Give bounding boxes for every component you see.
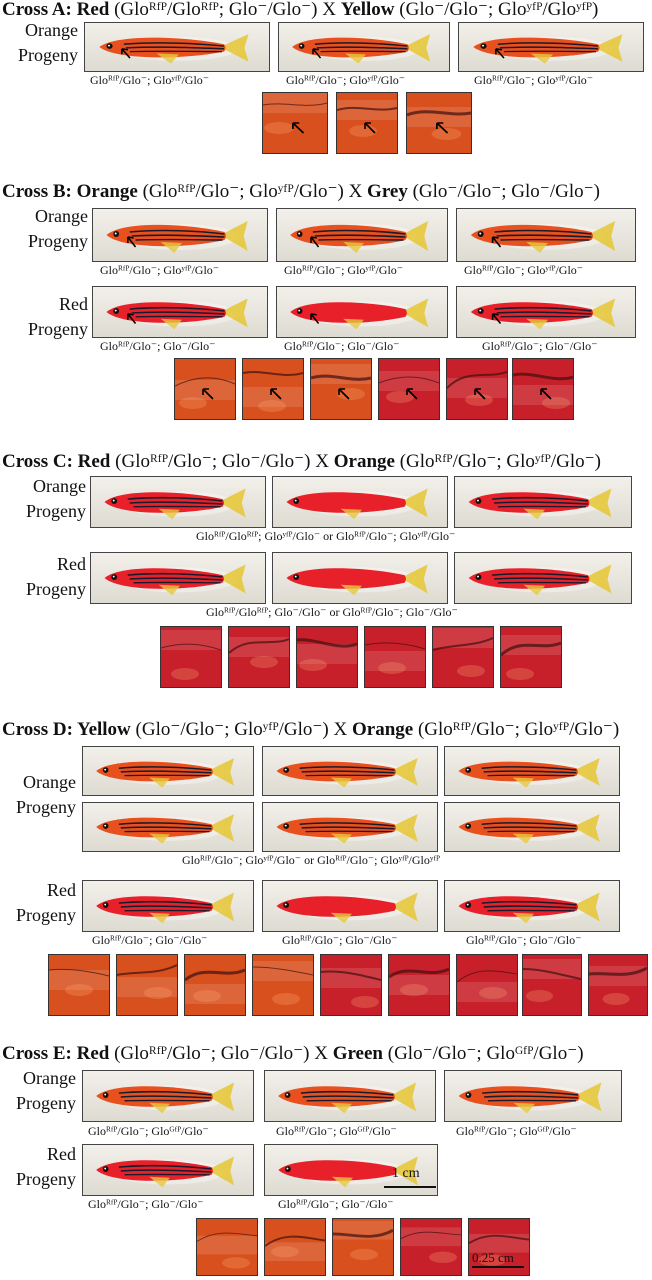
cross-c-red-label: Red Progeny <box>26 554 86 599</box>
cross-b-orange-fish-2 <box>276 208 448 262</box>
cross-d-title: Cross D: Yellow (Glo⁻/Glo⁻; Gloʸᶠᴾ/Glo⁻)… <box>2 719 620 740</box>
cross-d-orange-fish-3 <box>444 746 620 796</box>
scale-label-1cm: 1 cm <box>392 1166 420 1181</box>
cross-e-orange-fish-2 <box>264 1070 436 1122</box>
cross-c-title: Cross C: Red (Gloᴿᶠᴾ/Glo⁻; Glo⁻/Glo⁻) X … <box>2 451 601 472</box>
cross-c-red-fish-3 <box>454 552 632 604</box>
cross-b-orange-geno-2: Gloᴿᶠᴾ/Glo⁻; Gloʸᶠᴾ/Glo⁻ <box>284 263 404 277</box>
cross-a-geno-2: Gloᴿᶠᴾ/Glo⁻; Gloʸᶠᴾ/Glo⁻ <box>286 73 406 87</box>
cross-e-orange-label: Orange Progeny <box>16 1068 76 1113</box>
cross-e-red-geno-1: Gloᴿᶠᴾ/Glo⁻; Glo⁻/Glo⁻ <box>88 1197 204 1211</box>
cross-d-orange-label: Orange Progeny <box>16 772 76 817</box>
cross-d-detail-5 <box>320 954 382 1016</box>
cross-e-orange-fish-1 <box>82 1070 254 1122</box>
cross-a-fish-1 <box>84 22 270 72</box>
cross-a-fish-3 <box>458 22 644 72</box>
cross-e-orange-geno-3: Gloᴿᶠᴾ/Glo⁻; Gloᴳᶠᴾ/Glo⁻ <box>456 1124 577 1138</box>
cross-d-detail-9 <box>588 954 648 1016</box>
cross-a-geno-3: Gloᴿᶠᴾ/Glo⁻; Gloʸᶠᴾ/Glo⁻ <box>474 73 594 87</box>
cross-c-detail-4 <box>364 626 426 688</box>
cross-d-red-label: Red Progeny <box>16 880 76 925</box>
cross-b-detail-3 <box>310 358 372 420</box>
cross-d-detail-1 <box>48 954 110 1016</box>
cross-b-red-label: Red Progeny <box>28 294 88 339</box>
cross-c-orange-label: Orange Progeny <box>26 476 86 521</box>
cross-d-orange-fish-4 <box>82 802 254 852</box>
cross-b-detail-1 <box>174 358 236 420</box>
cross-c-red-geno: Gloᴿᶠᴾ/Gloᴿᶠᴾ; Glo⁻/Glo⁻ or Gloᴿᶠᴾ/Glo⁻;… <box>206 605 458 619</box>
cross-b-detail-6 <box>512 358 574 420</box>
cross-b-red-geno-3: Gloᴿᶠᴾ/Glo⁻; Glo⁻/Glo⁻ <box>482 339 598 353</box>
cross-b-red-geno-2: Gloᴿᶠᴾ/Glo⁻; Glo⁻/Glo⁻ <box>284 339 400 353</box>
cross-d-detail-6 <box>388 954 450 1016</box>
scale-bar-025cm <box>472 1266 524 1268</box>
cross-d-orange-fish-6 <box>444 802 620 852</box>
cross-b-detail-5 <box>446 358 508 420</box>
cross-e-title: Cross E: Red (Gloᴿᶠᴾ/Glo⁻; Glo⁻/Glo⁻) X … <box>2 1043 584 1064</box>
cross-a-orange-label: Orange Progeny <box>18 20 78 65</box>
cross-e-orange-fish-3 <box>444 1070 622 1122</box>
cross-a-fish-2 <box>278 22 450 72</box>
cross-d-orange-fish-1 <box>82 746 254 796</box>
cross-e-red-label: Red Progeny <box>16 1144 76 1189</box>
cross-c-orange-fish-2 <box>272 476 448 528</box>
cross-a-detail-3 <box>406 92 472 154</box>
cross-d-red-fish-2 <box>262 880 438 932</box>
cross-a-detail-1 <box>262 92 328 154</box>
cross-c-detail-2 <box>228 626 290 688</box>
cross-d-red-fish-3 <box>444 880 620 932</box>
cross-b-orange-fish-1 <box>92 208 268 262</box>
cross-c-detail-3 <box>296 626 358 688</box>
cross-a-geno-1: Gloᴿᶠᴾ/Glo⁻; Gloʸᶠᴾ/Glo⁻ <box>90 73 210 87</box>
cross-e-orange-geno-2: Gloᴿᶠᴾ/Glo⁻; Gloᴳᶠᴾ/Glo⁻ <box>276 1124 397 1138</box>
scale-label-025cm: 0.25 cm <box>472 1250 514 1265</box>
cross-d-detail-8 <box>522 954 582 1016</box>
cross-b-red-fish-3 <box>456 286 636 338</box>
scale-bar-1cm <box>384 1186 436 1188</box>
cross-a-title: Cross A: Red (Gloᴿᶠᴾ/Gloᴿᶠᴾ; Glo⁻/Glo⁻) … <box>2 0 599 20</box>
cross-d-orange-fish-2 <box>262 746 438 796</box>
cross-c-orange-fish-3 <box>454 476 632 528</box>
cross-d-detail-7 <box>456 954 518 1016</box>
cross-b-detail-2 <box>242 358 304 420</box>
cross-c-orange-fish-1 <box>90 476 266 528</box>
cross-b-red-fish-2 <box>276 286 448 338</box>
cross-c-detail-6 <box>500 626 562 688</box>
cross-e-red-geno-2: Gloᴿᶠᴾ/Glo⁻; Glo⁻/Glo⁻ <box>278 1197 394 1211</box>
cross-d-detail-2 <box>116 954 178 1016</box>
cross-c-detail-1 <box>160 626 222 688</box>
cross-b-orange-fish-3 <box>456 208 636 262</box>
cross-d-red-geno-3: Gloᴿᶠᴾ/Glo⁻; Glo⁻/Glo⁻ <box>466 933 582 947</box>
cross-b-orange-geno-3: Gloᴿᶠᴾ/Glo⁻; Gloʸᶠᴾ/Glo⁻ <box>464 263 584 277</box>
cross-d-red-geno-1: Gloᴿᶠᴾ/Glo⁻; Glo⁻/Glo⁻ <box>92 933 208 947</box>
cross-e-detail-5 <box>468 1218 530 1276</box>
cross-b-orange-label: Orange Progeny <box>28 206 88 251</box>
cross-b-red-fish-1 <box>92 286 268 338</box>
cross-b-red-geno-1: Gloᴿᶠᴾ/Glo⁻; Glo⁻/Glo⁻ <box>100 339 216 353</box>
cross-a-detail-2 <box>336 92 398 154</box>
cross-c-red-fish-1 <box>90 552 266 604</box>
cross-c-red-fish-2 <box>272 552 448 604</box>
cross-b-orange-geno-1: Gloᴿᶠᴾ/Glo⁻; Gloʸᶠᴾ/Glo⁻ <box>100 263 220 277</box>
cross-e-detail-1 <box>196 1218 258 1276</box>
cross-d-orange-fish-5 <box>262 802 438 852</box>
cross-d-red-fish-1 <box>82 880 254 932</box>
cross-e-detail-3 <box>332 1218 394 1276</box>
cross-c-orange-geno: Gloᴿᶠᴾ/Gloᴿᶠᴾ; Gloʸᶠᴾ/Glo⁻ or Gloᴿᶠᴾ/Glo… <box>196 529 456 543</box>
cross-e-orange-geno-1: Gloᴿᶠᴾ/Glo⁻; Gloᴳᶠᴾ/Glo⁻ <box>88 1124 209 1138</box>
cross-e-detail-2 <box>264 1218 326 1276</box>
cross-d-red-geno-2: Gloᴿᶠᴾ/Glo⁻; Glo⁻/Glo⁻ <box>282 933 398 947</box>
cross-d-orange-geno: Gloᴿᶠᴾ/Glo⁻; Gloʸᶠᴾ/Glo⁻ or Gloᴿᶠᴾ/Glo⁻;… <box>182 853 440 867</box>
cross-b-detail-4 <box>378 358 440 420</box>
cross-d-detail-3 <box>184 954 246 1016</box>
cross-e-detail-4 <box>400 1218 462 1276</box>
cross-d-detail-4 <box>252 954 314 1016</box>
cross-c-detail-5 <box>432 626 494 688</box>
cross-e-red-fish-1 <box>82 1144 254 1196</box>
cross-b-title: Cross B: Orange (Gloᴿᶠᴾ/Glo⁻; Gloʸᶠᴾ/Glo… <box>2 181 600 202</box>
